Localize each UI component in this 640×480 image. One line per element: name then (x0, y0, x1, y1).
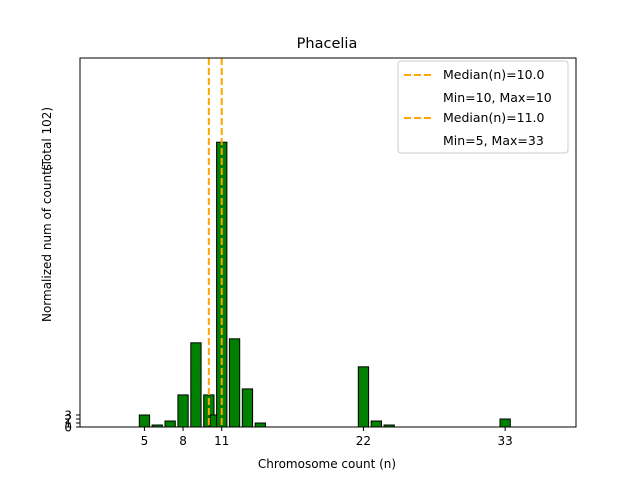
legend-entry-4: Min=5, Max=33 (443, 133, 544, 148)
y-tick-label: 3 (64, 408, 72, 422)
axes-frame (79, 57, 577, 428)
bar-n22 (357, 366, 370, 428)
x-ticks: 5 8 11 22 33 (141, 427, 513, 448)
x-tick-label: 11 (214, 434, 229, 448)
y-tick-label: 2 (64, 412, 72, 426)
legend: Median(n)=10.0 Min=10, Max=10 Median(n)=… (397, 60, 569, 154)
bar-n8 (177, 394, 189, 428)
bar-n5 (138, 414, 151, 428)
bar-n23 (370, 420, 383, 428)
y-axis-total-label: (Total 102) (40, 107, 54, 171)
bar-n14 (254, 422, 266, 428)
bar-n12 (228, 338, 241, 428)
bars-layer (138, 141, 511, 428)
x-axis-label: Chromosome count (n) (258, 457, 396, 471)
bar-n13 (241, 388, 254, 428)
x-tick-label: 5 (141, 434, 149, 448)
x-tick-label: 8 (179, 434, 187, 448)
y-axis-label: Normalized num of counts (40, 164, 54, 322)
x-tick-label: 22 (356, 434, 371, 448)
legend-entry-2: Min=10, Max=10 (443, 90, 552, 105)
bar-n7 (164, 420, 176, 428)
x-tick-label: 33 (498, 434, 513, 448)
y-tick-label: 0 (64, 421, 72, 435)
chart-title: Phacelia (297, 36, 358, 52)
legend-box (397, 60, 569, 154)
legend-entry-3: Median(n)=11.0 (443, 110, 544, 125)
legend-entry-1: Median(n)=10.0 (443, 67, 544, 82)
bar-n33 (499, 418, 511, 428)
median-lines-layer (207, 58, 223, 427)
y-tick-label: 1 (64, 416, 72, 430)
bar-n9 (190, 342, 202, 428)
